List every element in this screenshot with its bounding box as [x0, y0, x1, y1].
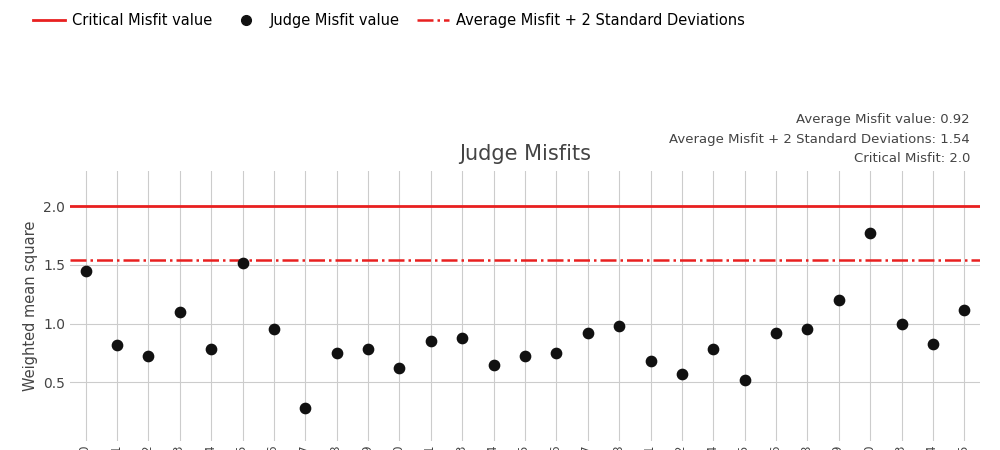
Point	[266, 326, 282, 333]
Point	[203, 346, 219, 353]
Point	[925, 340, 941, 347]
Point	[799, 326, 815, 333]
Point	[109, 341, 125, 348]
Point	[360, 346, 376, 353]
Point	[768, 329, 784, 337]
Point	[894, 320, 910, 327]
Point	[705, 346, 721, 353]
Point	[297, 405, 313, 412]
Point	[454, 334, 470, 341]
Y-axis label: Weighted mean square: Weighted mean square	[23, 221, 38, 391]
Legend: Critical Misfit value, Judge Misfit value, Average Misfit + 2 Standard Deviation: Critical Misfit value, Judge Misfit valu…	[27, 7, 751, 34]
Point	[172, 308, 188, 315]
Point	[956, 306, 972, 313]
Point	[78, 267, 94, 274]
Title: Judge Misfits: Judge Misfits	[459, 144, 591, 164]
Point	[831, 297, 847, 304]
Point	[423, 338, 439, 345]
Point	[140, 353, 156, 360]
Point	[329, 349, 345, 356]
Point	[580, 329, 596, 337]
Point	[611, 322, 627, 329]
Text: Average Misfit value: 0.92
Average Misfit + 2 Standard Deviations: 1.54
Critical: Average Misfit value: 0.92 Average Misfi…	[669, 112, 970, 166]
Point	[674, 370, 690, 378]
Point	[486, 361, 502, 368]
Point	[737, 376, 753, 383]
Point	[862, 230, 878, 237]
Point	[391, 364, 407, 372]
Point	[235, 259, 251, 266]
Point	[643, 358, 659, 365]
Point	[517, 353, 533, 360]
Point	[548, 349, 564, 356]
